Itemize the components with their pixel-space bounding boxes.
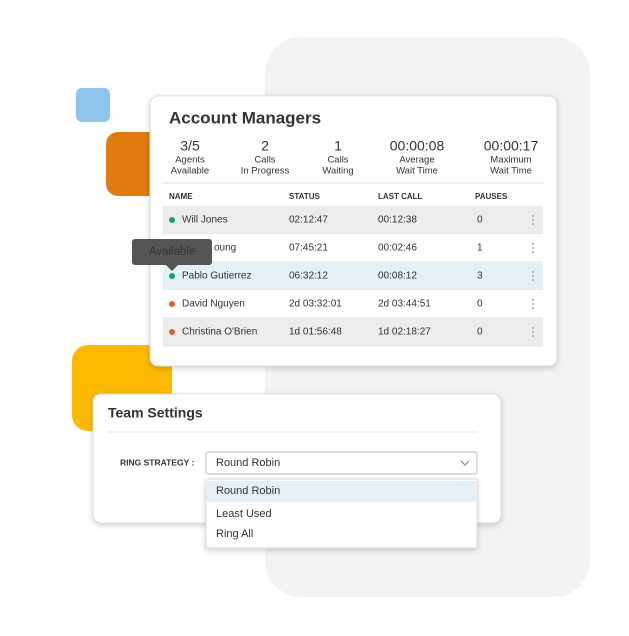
last-call: 00:08:12 xyxy=(378,271,417,282)
pauses: 0 xyxy=(477,327,483,338)
kebab-dot xyxy=(532,279,534,281)
agent-name: Pablo Gutierrez xyxy=(182,271,251,282)
kebab-dot xyxy=(532,243,534,245)
status-time: 02:12:47 xyxy=(289,215,328,226)
card-title: Team Settings xyxy=(108,405,203,421)
stat-value: 00:00:17 xyxy=(484,138,539,154)
status-time: 07:45:21 xyxy=(289,243,328,254)
status-time: 1d 01:56:48 xyxy=(289,327,342,338)
table-row[interactable] xyxy=(163,318,543,346)
stat-value: 3/5 xyxy=(180,138,200,154)
chevron xyxy=(460,460,470,466)
column-header: NAME xyxy=(169,192,193,201)
pauses: 0 xyxy=(477,215,483,226)
kebab-dot xyxy=(532,215,534,217)
stat-label: Average xyxy=(399,155,434,166)
stat-label: Available xyxy=(171,166,209,177)
agent-name: Christina O'Brien xyxy=(182,327,257,338)
table-row[interactable] xyxy=(163,262,543,290)
table-row[interactable] xyxy=(163,290,543,318)
stat-label: Agents xyxy=(175,155,205,166)
agent-name: Will Jones xyxy=(182,215,228,226)
status-dot xyxy=(169,301,175,307)
status-dot xyxy=(169,217,175,223)
column-header: LAST CALL xyxy=(378,192,423,201)
status-time: 06:32:12 xyxy=(289,271,328,282)
last-call: 1d 02:18:27 xyxy=(378,327,431,338)
dropdown-option[interactable]: Least Used xyxy=(216,508,272,520)
pauses: 3 xyxy=(477,271,483,282)
last-call: 2d 03:44:51 xyxy=(378,299,431,310)
table-row[interactable] xyxy=(163,234,543,262)
account-managers-card: Account Managers 3/5AgentsAvailable2Call… xyxy=(132,95,558,367)
kebab-dot xyxy=(532,335,534,337)
status-dot xyxy=(169,273,175,279)
table-row[interactable] xyxy=(163,206,543,234)
kebab-dot xyxy=(532,251,534,253)
kebab-dot xyxy=(532,219,534,221)
column-header: PAUSES xyxy=(475,192,508,201)
stat-label: Calls xyxy=(254,155,275,166)
pauses: 1 xyxy=(477,243,483,254)
tooltip xyxy=(132,239,212,265)
stat-label: Calls xyxy=(327,155,348,166)
agent-name: David Nguyen xyxy=(182,299,245,310)
field-label: RING STRATEGY : xyxy=(120,457,194,467)
column-header: STATUS xyxy=(289,192,320,201)
pauses: 0 xyxy=(477,299,483,310)
status-time: 2d 03:32:01 xyxy=(289,299,342,310)
stat-label: In Progress xyxy=(241,166,290,177)
kebab-dot xyxy=(532,271,534,273)
last-call: 00:02:46 xyxy=(378,243,417,254)
option-highlight xyxy=(207,481,476,500)
kebab-dot xyxy=(532,307,534,309)
status-dot xyxy=(169,329,175,335)
kebab-dot xyxy=(532,299,534,301)
stat-label: Wait Time xyxy=(490,166,532,177)
agent-name: oung xyxy=(214,243,236,254)
dropdown-option[interactable]: Ring All xyxy=(216,528,253,540)
kebab-dot xyxy=(532,331,534,333)
last-call: 00:12:38 xyxy=(378,215,417,226)
tooltip-pointer xyxy=(166,265,178,271)
stat-label: Maximum xyxy=(490,155,531,166)
stat-label: Waiting xyxy=(322,166,353,177)
deco-square xyxy=(76,88,110,122)
select-value[interactable]: Round Robin xyxy=(216,457,280,469)
select-box[interactable] xyxy=(205,451,478,475)
kebab-dot xyxy=(532,327,534,329)
tooltip-text: Available xyxy=(149,246,195,258)
stat-value: 2 xyxy=(261,138,269,154)
card-title: Account Managers xyxy=(169,108,321,127)
kebab-dot xyxy=(532,247,534,249)
kebab-dot xyxy=(532,303,534,305)
dropdown-option[interactable]: Round Robin xyxy=(216,485,280,497)
kebab-dot xyxy=(532,275,534,277)
stat-label: Wait Time xyxy=(396,166,438,177)
kebab-dot xyxy=(532,223,534,225)
team-settings-card: Team Settings RING STRATEGY : Round Robi… xyxy=(92,393,502,549)
stat-value: 1 xyxy=(334,138,342,154)
stat-value: 00:00:08 xyxy=(390,138,445,154)
